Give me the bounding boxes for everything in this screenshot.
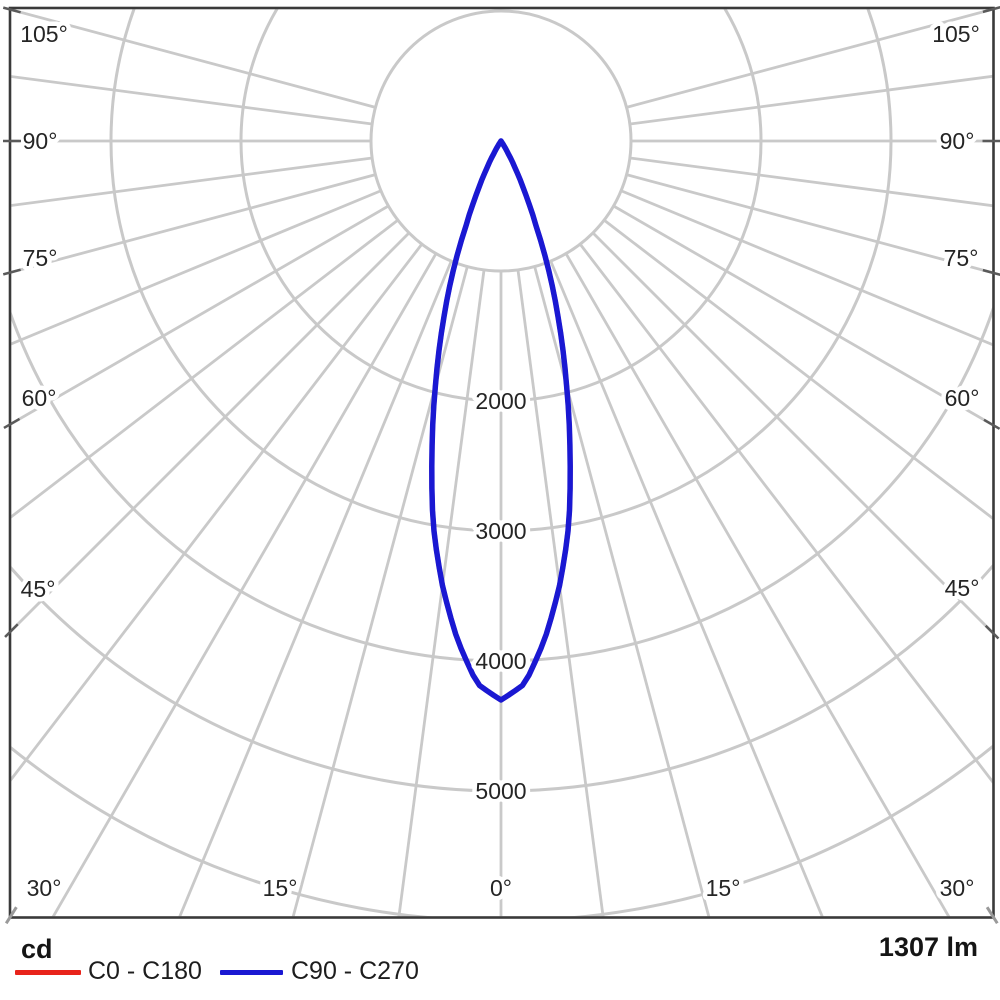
polar-ray-97.5-left xyxy=(11,75,373,126)
angle-label-75-2: 75° xyxy=(23,245,58,271)
polar-ray-82.5-right xyxy=(629,156,993,208)
angle-label-45-10: 45° xyxy=(945,575,980,601)
angle-label-15-6: 15° xyxy=(263,875,298,901)
border-tick-45-left xyxy=(4,623,19,638)
luminous-flux-label: 1307 lm xyxy=(878,932,978,962)
polar-ray-15-left xyxy=(291,266,469,917)
legend-swatch-c90-c270 xyxy=(220,970,283,975)
legend-label-c90-c270: C90 - C270 xyxy=(291,957,419,985)
border-tick-60-left xyxy=(3,417,21,430)
polar-ray-105-left xyxy=(11,9,376,109)
ring-value-label-5000: 5000 xyxy=(475,778,526,804)
curve-c90-c270 xyxy=(429,138,573,703)
angle-label-30-9: 30° xyxy=(940,875,975,901)
polar-ray-67.5-left xyxy=(11,189,382,346)
plot-border xyxy=(8,6,995,919)
polar-ray-45-left xyxy=(11,231,411,633)
border-tick-105-right xyxy=(982,6,1000,14)
angle-label-60-3: 60° xyxy=(22,385,57,411)
polar-ray-37.5-left xyxy=(11,243,423,782)
corner-tick-bottom-right xyxy=(985,906,999,925)
ring-value-label-3000: 3000 xyxy=(475,518,526,544)
polar-ray-75-right xyxy=(626,173,993,275)
angle-label-75-12: 75° xyxy=(944,245,979,271)
angle-label-15-8: 15° xyxy=(706,875,741,901)
polar-ray-22.5-right xyxy=(549,260,824,917)
polar-ray-22.5-left xyxy=(178,260,453,917)
border-tick-75-right xyxy=(982,268,1000,276)
legend-label-c0-c180: C0 - C180 xyxy=(88,957,202,985)
polar-ray-75-left xyxy=(11,173,376,274)
angle-label-90-1: 90° xyxy=(23,128,58,154)
angle-label-45-4: 45° xyxy=(21,576,56,602)
ring-value-label-2000: 2000 xyxy=(475,388,526,414)
polar-ray-60-left xyxy=(11,204,390,426)
polar-ray-15-right xyxy=(533,266,711,917)
ring-value-label-4000: 4000 xyxy=(475,648,526,674)
polar-ray-30-right xyxy=(564,252,951,917)
angle-label-30-5: 30° xyxy=(27,875,62,901)
polar-ray-7.5-left xyxy=(397,269,486,917)
legend-swatch-c0-c180 xyxy=(15,970,81,975)
border-tick-45-right xyxy=(984,624,1000,640)
polar-ray-7.5-right xyxy=(516,269,605,917)
angle-label-0-7: 0° xyxy=(490,875,512,901)
polar-ray-97.5-right xyxy=(629,74,993,126)
unit-label: cd xyxy=(21,934,53,964)
angle-label-60-11: 60° xyxy=(945,385,980,411)
polar-ray-105-right xyxy=(626,9,993,109)
polar-ray-37.5-right xyxy=(579,243,993,784)
angle-label-90-13: 90° xyxy=(940,128,975,154)
polar-ray-30-left xyxy=(51,252,438,917)
polar-chart: 2000 3000 4000 5000 105° 90° 75° 60° 45° 30° 15° 0°… xyxy=(2,6,1000,925)
polar-ray-52.5-left xyxy=(11,219,399,519)
border-tick-105-left xyxy=(2,6,21,14)
border-tick-60-right xyxy=(983,418,1000,430)
polar-ray-60-right xyxy=(612,204,993,427)
polar-ray-82.5-left xyxy=(11,156,373,207)
polar-ray-67.5-right xyxy=(620,189,993,347)
corner-tick-bottom-left xyxy=(4,906,18,925)
polar-ray-52.5-right xyxy=(603,219,993,520)
angle-label-105-0: 105° xyxy=(20,21,68,47)
polar-ray-45-right xyxy=(591,231,993,635)
angle-label-105-14: 105° xyxy=(932,21,980,47)
border-tick-75-left xyxy=(2,268,21,276)
